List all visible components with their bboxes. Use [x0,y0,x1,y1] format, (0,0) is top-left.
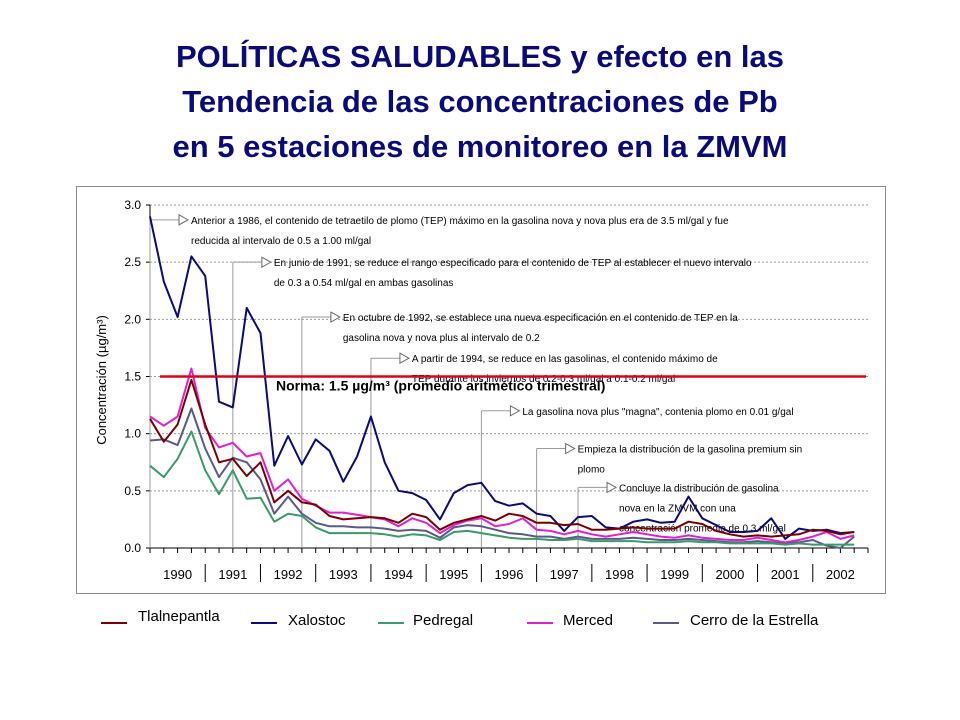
x-tick-label: 1992 [274,567,303,582]
annotation-text: A partir de 1994, se reduce en las gasol… [412,354,718,365]
annotation-3: En octubre de 1992, se establece una nue… [301,311,738,548]
y-tick-label: 1.5 [124,370,141,384]
y-axis-label: Concentración (µg/m³) [94,315,109,445]
annotation-text: de 0.3 a 0.54 ml/gal en ambas gasolinas [274,278,454,289]
annotation-text: Anterior a 1986, el contenido de tetraet… [191,216,729,227]
title-line-1: POLÍTICAS SALUDABLES y efecto en las [175,39,785,74]
x-tick-label: 2002 [826,567,855,582]
legend-swatch-cerro-de-la-estrella [653,622,679,624]
title-line-2: Tendencia de las concentraciones de Pb [182,84,778,119]
norm-label: Norma: 1.5 µg/m³ (promedio aritmético tr… [276,378,605,394]
series-line-tlalnepantla [149,378,855,538]
x-tick-label: 1998 [605,567,634,582]
legend-label-xalostoc: Xalostoc [288,612,346,629]
annotation-text: TEP durante los inviernos de 0.2-0.3 ml/… [412,374,675,385]
legend: Tlalnepantla Xalostoc Pedregal Merced Ce… [0,605,960,635]
legend-label-pedregal: Pedregal [413,612,474,629]
annotation-5: La gasolina nova plus "magna", contenia … [480,404,794,548]
y-tick-label: 2.0 [124,312,141,326]
series-line-merced [149,367,855,544]
annotation-text: nova en la ZMVM con una [619,503,736,514]
annotation-text: gasolina nova y nova plus al intervalo d… [343,333,540,344]
x-tick-label: 1994 [384,567,413,582]
legend-label-merced: Merced [563,612,614,629]
annotation-text: Empieza la distribución de la gasolina p… [578,445,803,456]
annotation-arrow-icon [606,481,618,494]
y-tick-label: 2.5 [124,255,141,269]
y-axis-ticks: 0.0 0.5 1.0 1.5 2.0 2.5 3.0 [124,198,150,555]
annotation-text: En octubre de 1992, se establece una nue… [343,313,738,324]
norm-layer: Norma: 1.5 µg/m³ (promedio aritmético tr… [160,375,866,394]
x-axis-ticks: 1990 1991 1992 1993 1994 1995 1996 1997 1998 1999… [149,548,869,582]
x-tick-label: 1991 [218,567,247,582]
legend-swatch-merced [527,622,553,624]
x-tick-label: 1993 [329,567,358,582]
legend-swatch-xalostoc [251,622,277,624]
x-tick-label: 2000 [715,567,744,582]
annotation-text: concentración promedio de 0.3 ml/gal [619,523,786,534]
x-tick-label: 1996 [495,567,524,582]
series-line-cerro-de-la-estrella [149,407,855,549]
y-tick-label: 0.0 [124,541,141,555]
annotation-arrow-icon [330,311,341,323]
legend-label-cerro-de-la-estrella: Cerro de la Estrella [690,612,819,629]
legend-swatch-tlalnepantla [101,622,127,624]
series-line-pedregal [149,430,855,546]
annotation-1: Anterior a 1986, el contenido de tetraet… [149,214,729,548]
x-tick-label: 2001 [771,567,800,582]
annotation-text: Concluye la distribución de gasolina [619,483,779,494]
annotation-arrow-icon [261,256,272,269]
annotation-arrow-icon [509,404,521,417]
x-tick-label: 1990 [163,567,192,582]
annotation-arrow-icon [178,214,190,226]
annotation-text: reducida al intervalo de 0.5 a 1.00 ml/g… [191,236,371,247]
x-tick-label: 1995 [439,567,468,582]
y-tick-label: 3.0 [124,198,141,212]
legend-label-tlalnepantla: Tlalnepantla [138,608,220,625]
annotation-text: La gasolina nova plus "magna", contenia … [522,407,793,418]
series-layer [149,216,855,549]
annotation-text: En junio de 1991, se reduce el rango esp… [274,258,752,269]
y-tick-label: 0.5 [124,484,141,498]
page-title: POLÍTICAS SALUDABLES y efecto en las Ten… [40,34,920,169]
x-tick-label: 1999 [660,567,689,582]
series-line-xalostoc [149,216,855,540]
annotation-text: plomo [578,465,606,476]
annotation-arrow-icon [399,352,410,365]
title-line-3: en 5 estaciones de monitoreo en la ZMVM [172,129,788,164]
annotation-6: Empieza la distribución de la gasolina p… [536,442,803,548]
legend-swatch-pedregal [378,622,404,624]
annotations-layer: Anterior a 1986, el contenido de tetraet… [149,214,803,548]
x-tick-label: 1997 [550,567,579,582]
annotation-arrow-icon [565,442,576,455]
y-tick-label: 1.0 [124,427,141,441]
